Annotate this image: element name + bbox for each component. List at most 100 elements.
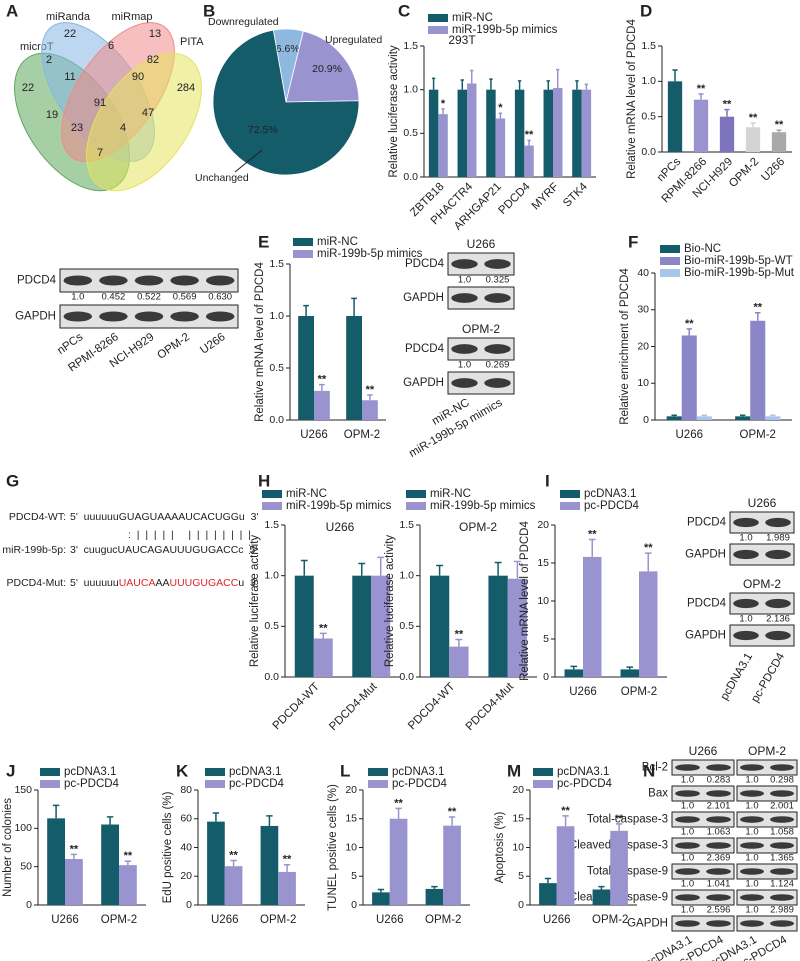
- chart-title: OPM-2: [459, 520, 497, 534]
- y-tick-label: 0.0: [641, 146, 656, 158]
- error-bar: [489, 78, 493, 90]
- blot-row-label: GAPDH: [685, 549, 726, 561]
- blot-band: [740, 894, 764, 901]
- bar: [765, 416, 781, 420]
- legend-swatch: [205, 768, 225, 776]
- blot-value: 0.522: [137, 292, 161, 303]
- venn-count: 4: [120, 122, 126, 134]
- y-tick-label: 0: [643, 414, 649, 426]
- y-tick-label: 10: [345, 841, 357, 853]
- blot-value: 1.0: [739, 533, 752, 544]
- pie-category-label: Downregulated: [208, 16, 279, 28]
- blot-value: 1.0: [458, 275, 471, 286]
- blot-strip: [671, 863, 735, 880]
- blot-band: [706, 920, 731, 927]
- bar: [429, 575, 450, 677]
- error-bar: [588, 538, 596, 557]
- venn-count: 90: [132, 71, 144, 83]
- bar: [362, 400, 378, 420]
- legend-swatch: [368, 768, 388, 776]
- legend-label: Bio-miR-199b-5p-WT: [684, 255, 793, 267]
- bar: [666, 416, 682, 420]
- y-tick-label: 0.5: [269, 362, 284, 374]
- blot-band: [706, 894, 731, 901]
- legend-swatch: [533, 780, 553, 788]
- blot-value: 0.298: [770, 775, 794, 786]
- blot-value: 0.452: [102, 292, 126, 303]
- y-tick-label: 1.5: [399, 519, 414, 531]
- bar: [719, 116, 735, 152]
- error-bar: [448, 816, 456, 826]
- blot-strip: [671, 915, 735, 932]
- legend-label: miR-NC: [286, 488, 327, 500]
- pie-slice: [212, 29, 360, 176]
- x-tick-label: U266: [676, 429, 704, 441]
- pie-value-label: 72.5%: [248, 124, 278, 136]
- blot-band: [740, 764, 764, 771]
- chart-title: U266: [326, 520, 355, 534]
- legend-label: miR-199b-5p mimics: [317, 248, 423, 260]
- blot-value: 1.0: [745, 801, 758, 812]
- error-bar: [377, 888, 385, 893]
- venn-set: [86, 52, 202, 192]
- sequence-part: AA: [155, 577, 169, 589]
- legend-swatch: [533, 768, 553, 776]
- blot-band: [770, 816, 794, 823]
- blot-value: 2.596: [707, 905, 731, 916]
- bar: [507, 578, 528, 677]
- error-bar: [527, 139, 531, 146]
- y-tick-label: 0.0: [403, 171, 418, 183]
- significance: **: [318, 374, 327, 386]
- venn-set-label: miRmap: [112, 11, 153, 23]
- legend-swatch: [660, 245, 680, 253]
- bar: [524, 145, 534, 177]
- bar: [119, 865, 137, 905]
- y-tick-label: 40: [637, 267, 649, 279]
- y-tick-label: 10: [537, 595, 549, 607]
- bar: [771, 132, 787, 152]
- blot-value: 0.630: [208, 292, 232, 303]
- y-axis-label: Relative mRNA level of PDCD4: [626, 19, 638, 179]
- error-bar: [367, 394, 373, 401]
- bar: [543, 89, 553, 177]
- significance: **: [283, 854, 292, 866]
- bar: [224, 866, 243, 905]
- blot-title: U266: [689, 744, 718, 758]
- legend-swatch: [293, 238, 313, 246]
- y-axis-label: Relative luciferase activity: [249, 535, 261, 668]
- blot-band: [706, 816, 731, 823]
- x-tick-label: U266: [300, 429, 328, 441]
- y-tick-label: 1.0: [403, 83, 418, 95]
- y-tick-label: 0: [543, 671, 549, 683]
- blot-band: [706, 868, 731, 875]
- blot-band: [451, 378, 478, 388]
- blot-strip: [736, 889, 798, 906]
- panel-label: N: [643, 761, 655, 780]
- y-tick-label: 1.0: [641, 75, 656, 87]
- blot-band: [99, 311, 128, 322]
- legend-label: pc-PDCD4: [584, 500, 640, 512]
- bar: [696, 416, 712, 420]
- y-tick-label: 0: [351, 899, 357, 911]
- bar: [486, 89, 496, 177]
- legend-swatch: [40, 768, 60, 776]
- sequence-part: u 3': [238, 577, 258, 589]
- blot-strip: [671, 759, 735, 776]
- blot-band: [205, 311, 235, 322]
- blot-value: 2.369: [707, 853, 731, 864]
- sequence-part: 5' uuuuuu: [70, 577, 119, 589]
- blot-row-label: PDCD4: [687, 598, 727, 610]
- error-bar: [319, 632, 327, 639]
- y-axis-label: Number of colonies: [2, 798, 14, 897]
- sequence-part: : | | | | | | | | | | | | |: [128, 529, 251, 541]
- sequence-part: 5' uuuuuuGUAGUAAAAUCACUGGu 3': [70, 511, 258, 523]
- blot-value: 1.0: [739, 614, 752, 625]
- error-bar: [570, 665, 578, 670]
- y-tick-label: 20: [345, 784, 357, 796]
- y-tick-label: 5: [351, 870, 357, 882]
- bar: [278, 871, 296, 905]
- legend-label: pcDNA3.1: [64, 766, 116, 778]
- venn-count: 91: [94, 97, 106, 109]
- significance: **: [775, 119, 784, 131]
- bar: [352, 575, 372, 677]
